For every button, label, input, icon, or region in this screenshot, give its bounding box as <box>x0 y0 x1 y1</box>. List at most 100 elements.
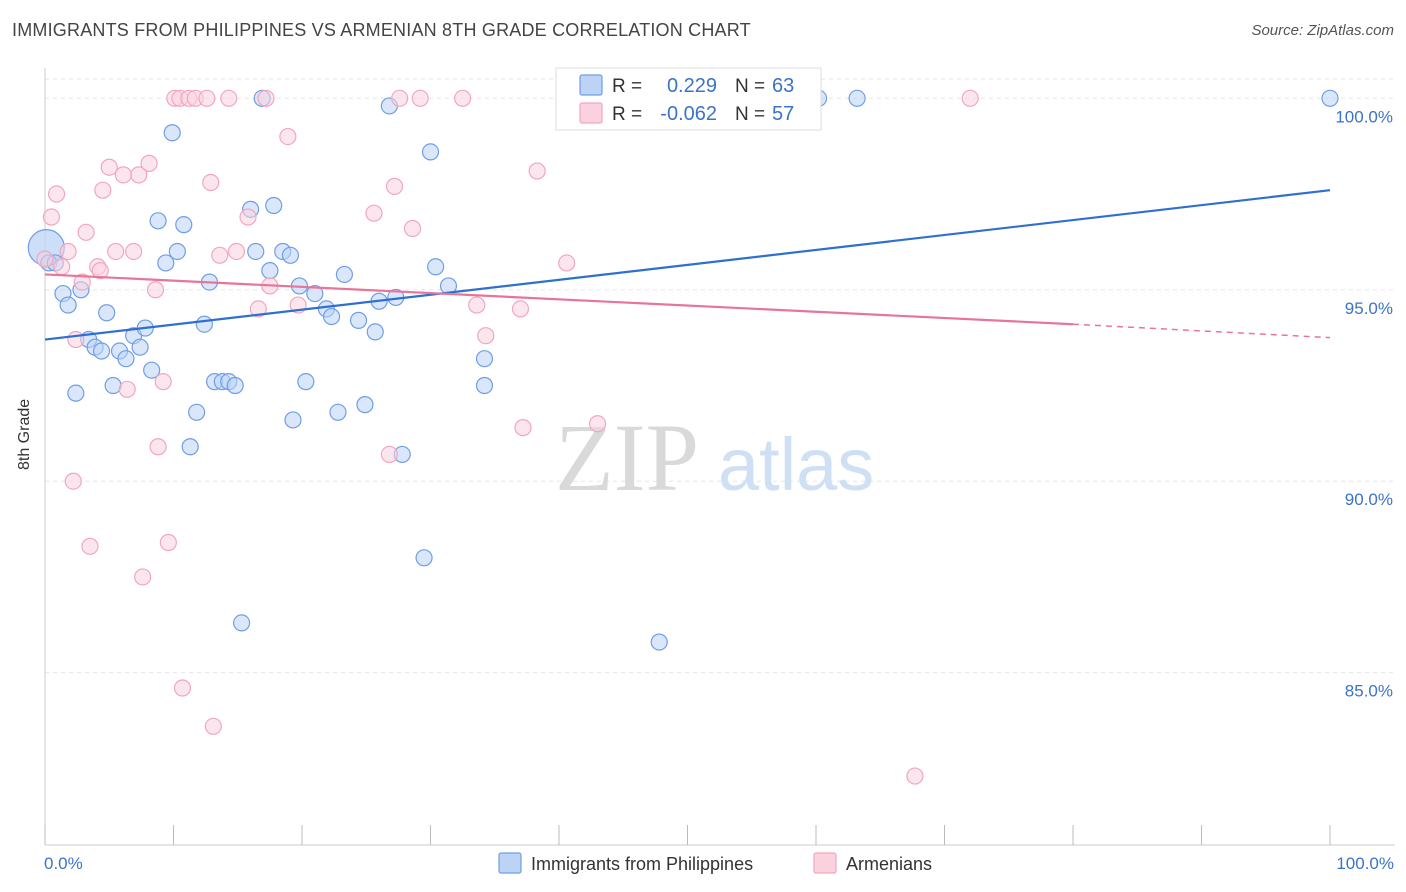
trend-line-armenians <box>44 273 1074 326</box>
stats-n-label: N = <box>735 76 765 97</box>
watermark-atlas: atlas <box>718 423 874 506</box>
point-philippines <box>650 633 668 651</box>
point-armenians <box>211 246 229 264</box>
point-philippines <box>848 89 866 107</box>
stats-box: R = 0.229 N = 63 R = -0.062 N = 57 <box>555 67 822 131</box>
point-philippines <box>181 438 199 456</box>
point-philippines <box>306 284 324 303</box>
y-axis-label: 8th Grade <box>16 398 33 470</box>
y-tick-label: 95.0% <box>1345 299 1393 318</box>
point-armenians <box>391 89 409 107</box>
point-armenians <box>220 89 238 107</box>
point-armenians <box>67 330 85 349</box>
point-armenians <box>125 242 143 261</box>
point-philippines <box>143 361 161 379</box>
point-philippines <box>149 212 167 230</box>
point-philippines <box>67 384 85 402</box>
point-armenians <box>588 415 607 433</box>
point-philippines <box>322 307 341 326</box>
point-philippines <box>366 323 384 341</box>
point-armenians <box>202 173 220 192</box>
point-armenians <box>468 296 486 314</box>
point-philippines <box>335 265 354 284</box>
data-points <box>27 89 1339 785</box>
point-armenians <box>47 185 66 203</box>
trend-lines <box>44 189 1331 341</box>
point-philippines <box>195 315 213 333</box>
point-philippines <box>131 338 149 356</box>
point-armenians <box>385 177 404 195</box>
point-philippines <box>98 304 116 322</box>
watermark-zip: ZIP <box>555 404 699 511</box>
point-armenians <box>149 438 167 456</box>
legend-swatch <box>498 852 522 874</box>
point-philippines <box>421 143 440 161</box>
point-armenians <box>380 445 398 464</box>
point-armenians <box>227 242 246 261</box>
stats-swatch <box>579 74 603 96</box>
point-philippines <box>356 396 374 414</box>
point-armenians <box>118 380 136 398</box>
point-armenians <box>134 568 152 586</box>
point-armenians <box>114 166 132 184</box>
trend-line-philippines <box>44 189 1331 341</box>
point-philippines <box>247 242 265 261</box>
point-armenians <box>146 281 165 299</box>
point-philippines <box>59 296 77 314</box>
stats-r-label: R = <box>612 104 642 125</box>
point-philippines <box>427 258 445 276</box>
point-armenians <box>42 208 61 226</box>
point-philippines <box>104 376 122 395</box>
point-armenians <box>257 89 275 107</box>
point-armenians <box>154 373 172 391</box>
point-philippines <box>157 254 175 272</box>
source-credit: Source: ZipAtlas.com <box>1251 22 1394 39</box>
point-armenians <box>81 537 99 555</box>
point-philippines <box>415 549 433 567</box>
axes <box>44 68 1395 846</box>
point-armenians <box>411 89 429 107</box>
stats-r-value: 0.229 <box>667 75 717 97</box>
point-philippines <box>1321 89 1339 107</box>
point-philippines <box>329 403 347 421</box>
legend: Immigrants from Philippines Armenians <box>498 852 932 874</box>
point-armenians <box>73 273 91 291</box>
point-philippines <box>475 350 494 368</box>
point-armenians <box>91 262 109 280</box>
zipatlas-watermark: ZIP atlas <box>555 404 874 511</box>
point-armenians <box>239 208 257 226</box>
point-armenians <box>514 419 532 437</box>
point-armenians <box>100 158 118 176</box>
y-tick-label: 100.0% <box>1335 107 1393 126</box>
stats-swatch <box>579 102 603 124</box>
point-armenians <box>159 533 177 552</box>
point-philippines <box>163 124 181 142</box>
point-armenians <box>403 219 422 238</box>
point-armenians <box>130 166 148 184</box>
point-armenians <box>249 300 267 318</box>
point-armenians <box>528 162 546 180</box>
point-philippines <box>226 376 244 395</box>
point-philippines <box>475 376 494 395</box>
point-armenians <box>906 767 924 785</box>
point-armenians <box>36 250 54 268</box>
point-philippines <box>349 311 368 329</box>
point-armenians <box>77 223 95 241</box>
point-armenians <box>279 127 297 146</box>
legend-label: Armenians <box>846 854 932 874</box>
point-armenians <box>454 89 472 107</box>
point-armenians <box>511 300 530 318</box>
legend-swatch <box>813 852 837 874</box>
point-armenians <box>173 679 192 697</box>
chart-title: IMMIGRANTS FROM PHILIPPINES VS ARMENIAN … <box>12 20 751 40</box>
point-armenians <box>53 258 71 276</box>
point-armenians <box>961 89 979 107</box>
point-armenians <box>558 254 576 272</box>
point-philippines <box>284 411 302 429</box>
x-tick-label-right: 100.0% <box>1336 854 1394 873</box>
trend-line-armenians-extension <box>1072 323 1331 339</box>
point-philippines <box>117 350 135 368</box>
y-tick-label: 85.0% <box>1345 682 1393 701</box>
point-philippines <box>92 342 111 360</box>
point-armenians <box>107 242 125 261</box>
